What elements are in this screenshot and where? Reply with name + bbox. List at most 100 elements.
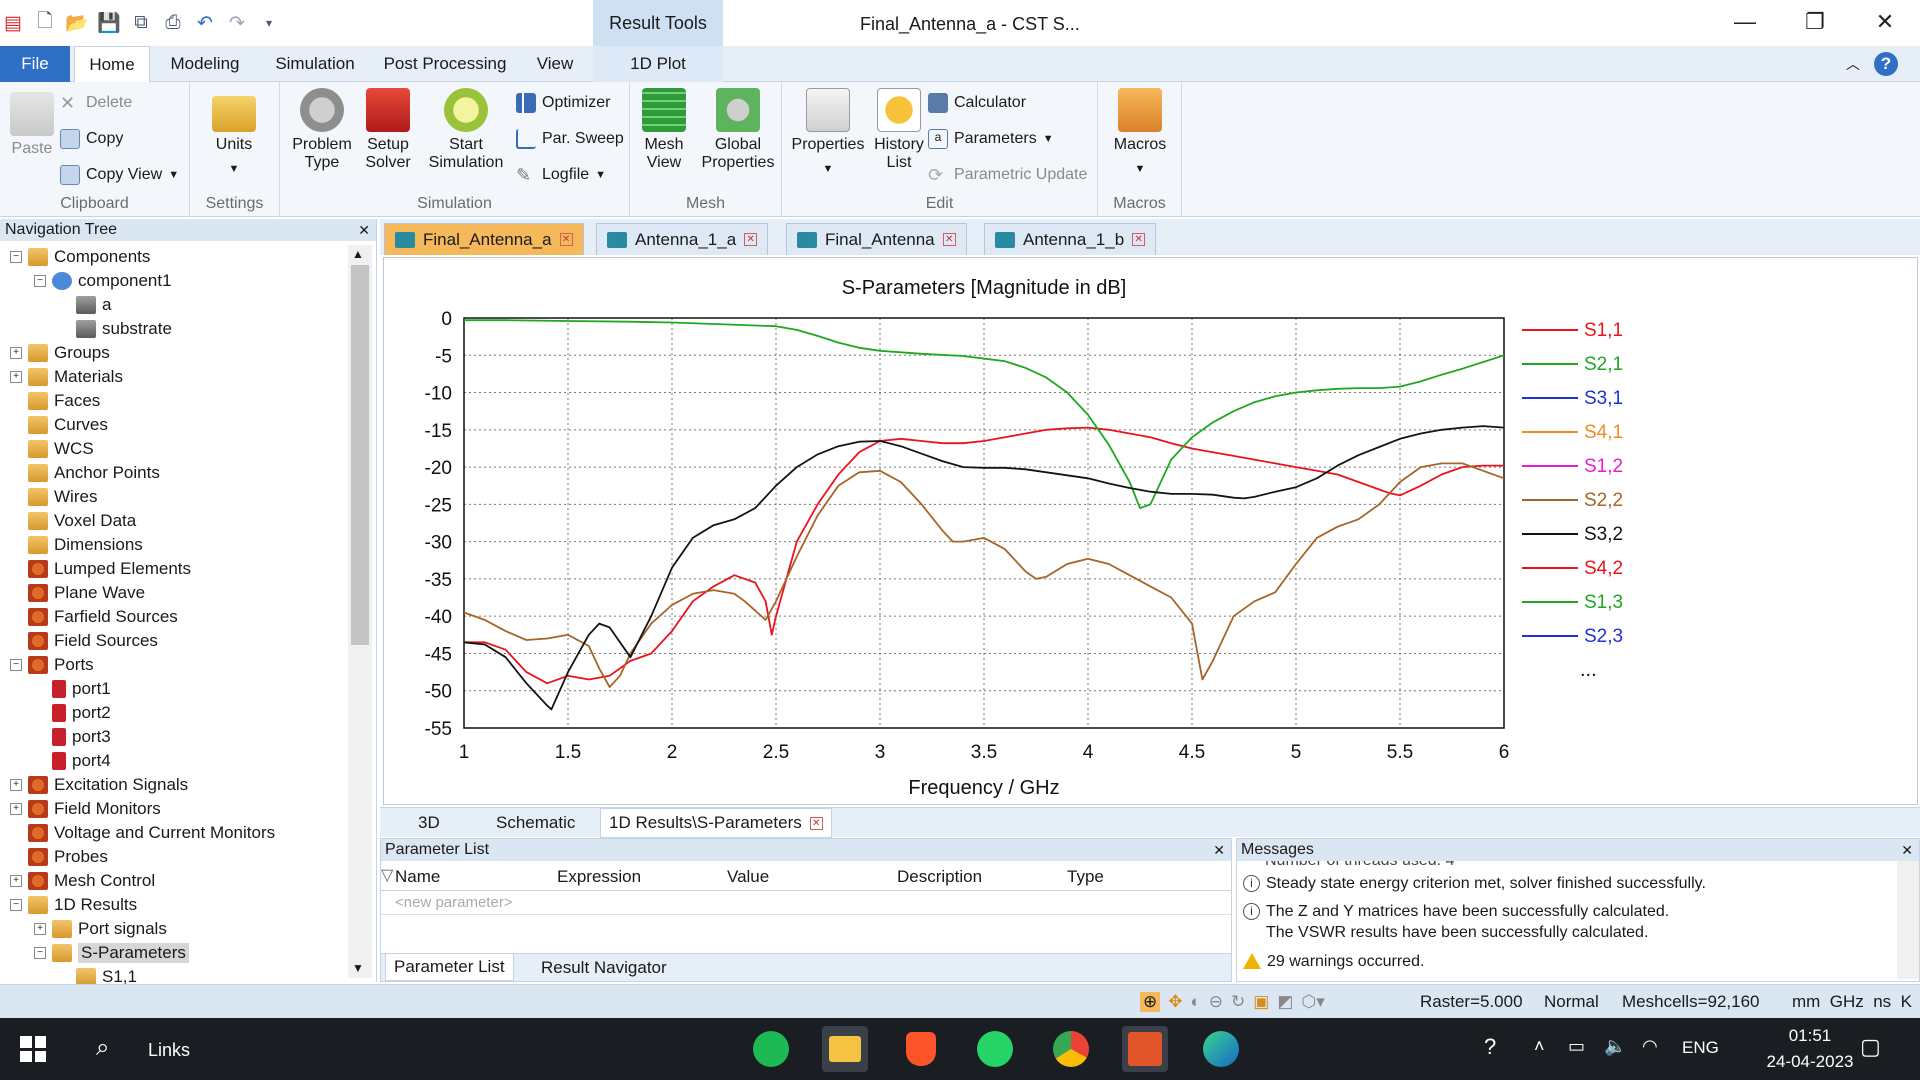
app-icon[interactable]: ▤ [4, 12, 22, 34]
minimize-icon[interactable]: — [1734, 9, 1756, 34]
column-header[interactable]: Description [897, 867, 983, 886]
customize-icon[interactable]: ▾ [265, 16, 273, 30]
context-tab-result-tools[interactable]: Result Tools [593, 0, 723, 46]
delete-button[interactable]: ✕ Delete [60, 93, 133, 113]
print-icon[interactable]: ⎙ [165, 12, 181, 33]
tree-item[interactable]: − 1D Results [10, 893, 137, 917]
rotate-view-icon[interactable]: ↻ [1231, 992, 1246, 1011]
tree-item[interactable]: Wires [10, 485, 97, 509]
parameters-button[interactable]: a Parameters ▼ [928, 126, 1054, 152]
new-icon[interactable]: 🗋 [37, 11, 53, 32]
plot-area[interactable]: S-Parameters [Magnitude in dB] 1 1.5 2 2.5 3 3… [383, 257, 1918, 805]
tree-item[interactable]: Lumped Elements [10, 557, 191, 581]
volume-icon[interactable]: 🔈 [1604, 1036, 1627, 1056]
tab-modeling[interactable]: Modeling [170, 54, 240, 73]
start-simulation-button[interactable]: Start Simulation [426, 88, 506, 172]
taskbar-search-label[interactable]: Links [148, 1040, 191, 1060]
expand-icon[interactable]: + [10, 875, 22, 887]
start-icon[interactable] [20, 1036, 46, 1062]
column-header[interactable]: Expression [557, 867, 642, 886]
tree-item[interactable]: Voltage and Current Monitors [10, 821, 275, 845]
zoom-out-icon[interactable]: ⊖ [1208, 992, 1224, 1011]
optimizer-button[interactable]: Optimizer [516, 90, 610, 116]
doc-tab[interactable]: Antenna_1_a ✕ [596, 223, 769, 255]
wifi-icon[interactable]: ◠ [1642, 1036, 1658, 1056]
tree-item[interactable]: WCS [10, 437, 94, 461]
tree-item[interactable]: Dimensions [10, 533, 143, 557]
logfile-button[interactable]: ✎ Logfile ▼ [516, 165, 607, 185]
expand-icon[interactable]: + [10, 779, 22, 791]
tab-home[interactable]: Home [74, 46, 150, 83]
parametric-update-button[interactable]: ⟳ Parametric Update [928, 165, 1088, 185]
doc-tab[interactable]: Antenna_1_b ✕ [984, 223, 1157, 255]
chrome-icon[interactable] [1048, 1026, 1094, 1072]
expand-icon[interactable]: + [10, 347, 22, 359]
help-icon[interactable]: ? [1872, 46, 1900, 82]
close-icon[interactable]: ✕ [942, 233, 956, 246]
history-list-button[interactable]: History List [868, 88, 930, 172]
clock-time[interactable]: 01:51 [1788, 1026, 1832, 1045]
paste-button[interactable]: Paste [8, 88, 56, 158]
tree-item[interactable]: Voxel Data [10, 509, 136, 533]
tree-item[interactable]: + Mesh Control [10, 869, 155, 893]
collapse-ribbon-icon[interactable]: ︿ [1846, 56, 1860, 72]
expand-icon[interactable]: + [34, 923, 46, 935]
file-explorer-icon[interactable] [822, 1026, 868, 1072]
clock-date[interactable]: 24-04-2023 [1766, 1052, 1854, 1071]
pan-icon[interactable]: ✥ [1168, 992, 1183, 1011]
close-icon[interactable]: ✕ [1875, 9, 1895, 34]
tree-scrollbar-thumb[interactable] [351, 265, 369, 645]
tree-item[interactable]: port3 [34, 725, 111, 749]
tree-item[interactable]: + Groups [10, 341, 110, 365]
tab-1d-results[interactable]: 1D Results\S-Parameters ✕ [600, 808, 832, 838]
column-header[interactable]: Type [1067, 867, 1104, 886]
rotate-icon[interactable]: ◐ [1190, 992, 1201, 1011]
doc-tab[interactable]: Final_Antenna_a ✕ [384, 223, 584, 255]
battery-icon[interactable]: ▭ [1568, 1036, 1586, 1056]
macros-button[interactable]: Macros ▼ [1108, 88, 1172, 178]
spotify-icon[interactable] [748, 1026, 794, 1072]
tree-item[interactable]: Anchor Points [10, 461, 160, 485]
close-icon[interactable]: ✕ [358, 221, 370, 238]
tree-item[interactable]: + Excitation Signals [10, 773, 188, 797]
tree-item[interactable]: − Components [10, 245, 150, 269]
tree-item[interactable]: + Field Monitors [10, 797, 161, 821]
tab-parameter-list[interactable]: Parameter List [385, 954, 514, 981]
close-icon[interactable]: ✕ [1213, 841, 1225, 858]
tab-file[interactable]: File [0, 46, 70, 82]
tree-item[interactable]: Probes [10, 845, 108, 869]
units-button[interactable]: Units ▼ [204, 88, 264, 178]
tab-1d-plot[interactable]: 1D Plot [593, 46, 723, 82]
tab-simulation[interactable]: Simulation [275, 54, 355, 73]
messages-scrollbar[interactable] [1897, 861, 1919, 979]
whatsapp-icon[interactable] [972, 1026, 1018, 1072]
setup-solver-button[interactable]: Setup Solver [360, 88, 416, 172]
collapse-icon[interactable]: − [34, 275, 46, 287]
global-properties-button[interactable]: Global Properties [698, 88, 778, 172]
tab-post-processing[interactable]: Post Processing [383, 54, 507, 73]
copy-view-button[interactable]: Copy View ▼ [60, 162, 179, 188]
restore-icon[interactable]: ❐ [1805, 9, 1825, 34]
close-icon[interactable]: ✕ [1901, 841, 1913, 858]
save-all-icon[interactable]: ⧉ [134, 12, 148, 33]
properties-button[interactable]: Properties ▼ [786, 88, 870, 178]
shade-icon[interactable]: ◩ [1277, 992, 1294, 1011]
tree-item[interactable]: Field Sources [10, 629, 158, 653]
tree-item[interactable]: S1,1 [58, 965, 137, 989]
column-header[interactable]: Value [727, 867, 770, 886]
tree-item[interactable]: Faces [10, 389, 100, 413]
tree-item[interactable]: Plane Wave [10, 581, 145, 605]
tab-view[interactable]: View [536, 54, 574, 73]
undo-icon[interactable]: ↶ [197, 12, 213, 34]
tree-item[interactable]: − S-Parameters [34, 941, 189, 965]
collapse-icon[interactable]: − [10, 899, 22, 911]
tree-item[interactable]: a [58, 293, 111, 317]
close-icon[interactable]: ✕ [559, 233, 573, 246]
zoom-icon[interactable]: ⊕ [1140, 992, 1161, 1012]
expand-icon[interactable]: + [10, 371, 22, 383]
s-parameter-chart[interactable]: S-Parameters [Magnitude in dB] 1 1.5 2 2.5 3 3… [384, 258, 1917, 804]
close-icon[interactable]: ✕ [809, 816, 823, 830]
tree-item[interactable]: Farfield Sources [10, 605, 178, 629]
help-icon[interactable]: ? [1484, 1034, 1497, 1059]
tree-item[interactable]: − component1 [34, 269, 172, 293]
